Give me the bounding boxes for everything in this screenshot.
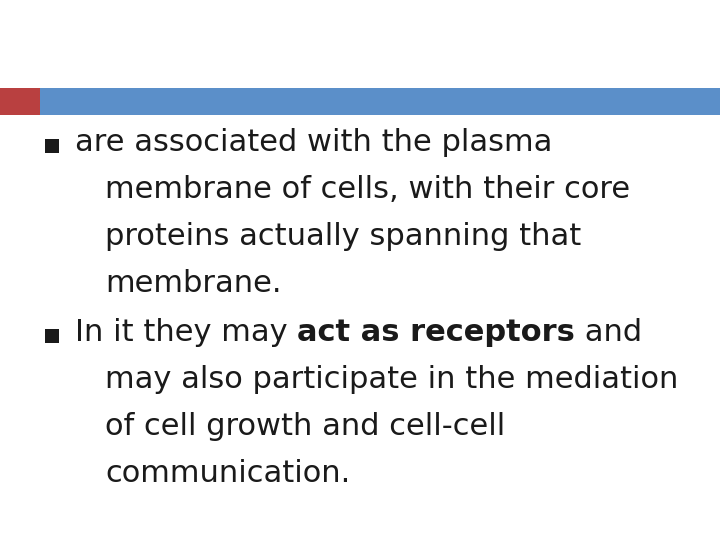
Text: and: and xyxy=(575,318,642,347)
Text: communication.: communication. xyxy=(105,459,350,488)
Text: membrane of cells, with their core: membrane of cells, with their core xyxy=(105,175,630,204)
Text: act as receptors: act as receptors xyxy=(297,318,575,347)
Text: of cell growth and cell-cell: of cell growth and cell-cell xyxy=(105,412,505,441)
Text: In it they may: In it they may xyxy=(75,318,297,347)
Text: membrane.: membrane. xyxy=(105,269,282,298)
Text: proteins actually spanning that: proteins actually spanning that xyxy=(105,222,581,251)
Text: are associated with the plasma: are associated with the plasma xyxy=(75,128,552,157)
Text: may also participate in the mediation: may also participate in the mediation xyxy=(105,365,678,394)
